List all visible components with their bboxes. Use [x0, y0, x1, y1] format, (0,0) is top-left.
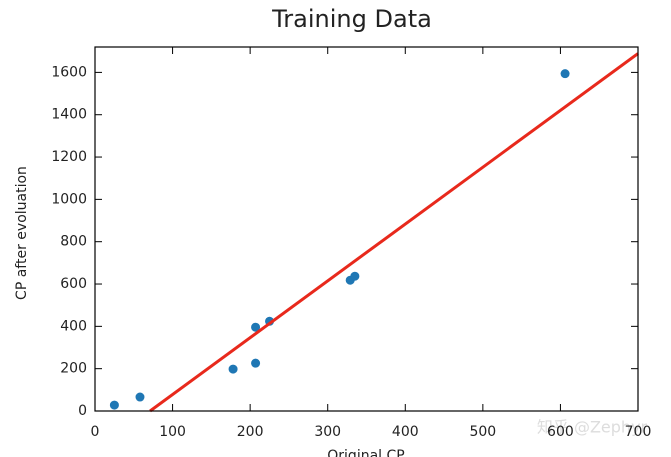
x-axis-label: Original CP: [327, 448, 404, 457]
y-tick-label: 200: [60, 361, 87, 377]
point: [560, 69, 570, 79]
y-tick-label: 0: [78, 403, 87, 419]
chart-title: Training Data: [271, 5, 432, 33]
y-axis-label: CP after evoluation: [14, 166, 30, 300]
point: [251, 358, 261, 368]
point: [251, 322, 261, 332]
y-tick-label: 400: [60, 318, 87, 334]
x-tick-label: 600: [547, 424, 574, 440]
plot-frame: [94, 46, 639, 412]
x-tick-label: 500: [469, 424, 496, 440]
point: [350, 271, 360, 281]
fit-line: [149, 52, 639, 413]
x-tick-label: 400: [392, 424, 419, 440]
x-tick-label: 0: [91, 424, 100, 440]
point: [135, 392, 145, 402]
watermark: 知乎 @Zephyr: [537, 418, 648, 437]
y-tick-label: 1200: [51, 149, 87, 165]
y-tick-label: 1400: [51, 107, 87, 123]
x-tick-label: 700: [625, 424, 652, 440]
y-tick-label: 1600: [51, 64, 87, 80]
y-tick-label: 1000: [51, 191, 87, 207]
x-tick-label: 300: [314, 424, 341, 440]
y-tick-label: 600: [60, 276, 87, 292]
x-tick-label: 100: [159, 424, 186, 440]
point: [228, 364, 238, 374]
x-tick-label: 200: [237, 424, 264, 440]
y-tick-label: 800: [60, 234, 87, 250]
point: [109, 400, 119, 410]
